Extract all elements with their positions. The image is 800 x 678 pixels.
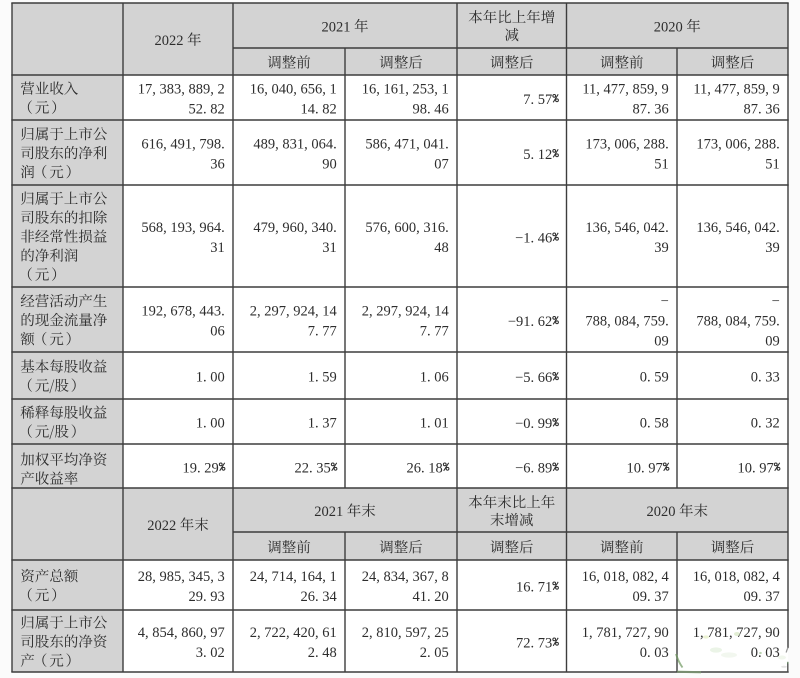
svg-text:−91. 62: −91. 62: [508, 314, 552, 330]
svg-text:−: −: [661, 294, 669, 310]
svg-text:0. 33: 0. 33: [751, 370, 780, 386]
svg-text:41. 20: 41. 20: [413, 589, 449, 605]
svg-text:09. 37: 09. 37: [633, 589, 669, 605]
svg-text:16, 161, 253, 1: 16, 161, 253, 1: [362, 82, 449, 98]
svg-text:788, 084, 759.: 788, 084, 759.: [585, 314, 668, 330]
svg-text:26. 34: 26. 34: [301, 589, 338, 605]
svg-text:586, 471, 041.: 586, 471, 041.: [365, 137, 448, 153]
svg-text:39: 39: [654, 240, 669, 256]
svg-text:5. 12: 5. 12: [523, 147, 552, 163]
svg-text:10. 97: 10. 97: [627, 461, 663, 477]
svg-text:173, 006, 288.: 173, 006, 288.: [585, 137, 668, 153]
svg-text:173, 006, 288.: 173, 006, 288.: [696, 137, 779, 153]
svg-text:−5. 66: −5. 66: [515, 370, 552, 386]
svg-text:0. 03: 0. 03: [751, 645, 780, 661]
svg-text:24, 834, 367, 8: 24, 834, 367, 8: [362, 569, 449, 585]
svg-text:576, 600, 316.: 576, 600, 316.: [365, 220, 448, 236]
svg-text:192, 678, 443.: 192, 678, 443.: [141, 304, 224, 320]
svg-text:0. 03: 0. 03: [640, 645, 669, 661]
svg-text:16, 018, 082, 4: 16, 018, 082, 4: [693, 569, 781, 585]
svg-text:2020: 2020: [646, 504, 675, 520]
svg-text:19. 29: 19. 29: [183, 461, 219, 477]
svg-text:16. 71: 16. 71: [516, 580, 552, 596]
svg-text:2, 297, 924, 14: 2, 297, 924, 14: [250, 304, 338, 320]
svg-text:07: 07: [434, 157, 449, 173]
svg-text:72. 73: 72. 73: [516, 636, 552, 652]
svg-text:1. 00: 1. 00: [196, 370, 225, 386]
svg-text:−6. 89: −6. 89: [515, 461, 552, 477]
svg-text:7. 77: 7. 77: [308, 324, 337, 340]
svg-text:14. 82: 14. 82: [301, 102, 337, 118]
svg-text:06: 06: [210, 324, 225, 340]
svg-text:1. 37: 1. 37: [308, 416, 337, 432]
svg-text:87. 36: 87. 36: [633, 102, 669, 118]
svg-text:568, 193, 964.: 568, 193, 964.: [141, 220, 224, 236]
svg-text:17, 383, 889, 2: 17, 383, 889, 2: [138, 82, 225, 98]
svg-text:7. 57: 7. 57: [523, 92, 552, 108]
svg-text:2021: 2021: [314, 504, 343, 520]
svg-text:39: 39: [765, 240, 780, 256]
svg-text:11, 477, 859, 9: 11, 477, 859, 9: [693, 82, 779, 98]
svg-text:87. 36: 87. 36: [744, 102, 780, 118]
svg-text:1, 781, 727, 90: 1, 781, 727, 90: [582, 625, 669, 641]
svg-text:1. 59: 1. 59: [308, 370, 337, 386]
svg-text:10. 97: 10. 97: [738, 461, 774, 477]
svg-text:1. 06: 1. 06: [420, 370, 449, 386]
svg-text:−1. 46: −1. 46: [515, 231, 552, 247]
svg-text:−: −: [772, 294, 780, 310]
svg-text:29. 93: 29. 93: [189, 589, 225, 605]
svg-text:7. 77: 7. 77: [420, 324, 449, 340]
svg-text:24, 714, 164, 1: 24, 714, 164, 1: [250, 569, 337, 585]
svg-text:136, 546, 042.: 136, 546, 042.: [696, 220, 779, 236]
svg-text:2, 810, 597, 25: 2, 810, 597, 25: [362, 625, 449, 641]
svg-text:09: 09: [654, 334, 669, 350]
svg-text:788, 084, 759.: 788, 084, 759.: [696, 314, 779, 330]
svg-text:51: 51: [654, 157, 669, 173]
svg-text:1. 01: 1. 01: [420, 416, 449, 432]
svg-text:0. 59: 0. 59: [640, 370, 669, 386]
svg-text:16, 040, 656, 1: 16, 040, 656, 1: [250, 82, 337, 98]
svg-text:479, 960, 340.: 479, 960, 340.: [253, 220, 336, 236]
svg-text:2. 48: 2. 48: [308, 645, 337, 661]
svg-text:2, 722, 420, 61: 2, 722, 420, 61: [250, 625, 337, 641]
svg-text:36: 36: [210, 157, 225, 173]
svg-text:09. 37: 09. 37: [744, 589, 780, 605]
svg-text:31: 31: [210, 240, 225, 256]
svg-text:2. 05: 2. 05: [420, 645, 449, 661]
svg-text:2022: 2022: [147, 518, 176, 534]
svg-text:2, 297, 924, 14: 2, 297, 924, 14: [362, 304, 450, 320]
svg-text:98. 46: 98. 46: [413, 102, 449, 118]
svg-text:28, 985, 345, 3: 28, 985, 345, 3: [138, 569, 225, 585]
svg-text:616, 491, 798.: 616, 491, 798.: [141, 137, 224, 153]
svg-text:−0. 99: −0. 99: [515, 416, 552, 432]
svg-text:31: 31: [322, 240, 337, 256]
svg-text:22. 35: 22. 35: [295, 461, 331, 477]
svg-text:136, 546, 042.: 136, 546, 042.: [585, 220, 668, 236]
svg-text:0. 32: 0. 32: [751, 416, 780, 432]
svg-text:2021: 2021: [321, 19, 350, 35]
svg-text:11, 477, 859, 9: 11, 477, 859, 9: [582, 82, 668, 98]
svg-text:51: 51: [765, 157, 780, 173]
svg-text:52. 82: 52. 82: [189, 102, 225, 118]
svg-text:4, 854, 860, 97: 4, 854, 860, 97: [138, 625, 225, 641]
svg-text:2020: 2020: [654, 19, 683, 35]
svg-text:3. 02: 3. 02: [196, 645, 225, 661]
svg-text:90: 90: [322, 157, 337, 173]
svg-text:1. 00: 1. 00: [196, 416, 225, 432]
svg-text:2022: 2022: [154, 33, 183, 49]
svg-text:48: 48: [434, 240, 449, 256]
svg-text:489, 831, 064.: 489, 831, 064.: [253, 137, 336, 153]
svg-text:26. 18: 26. 18: [407, 461, 443, 477]
svg-text:16, 018, 082, 4: 16, 018, 082, 4: [582, 569, 670, 585]
svg-text:09: 09: [765, 334, 780, 350]
svg-text:0. 58: 0. 58: [640, 416, 669, 432]
